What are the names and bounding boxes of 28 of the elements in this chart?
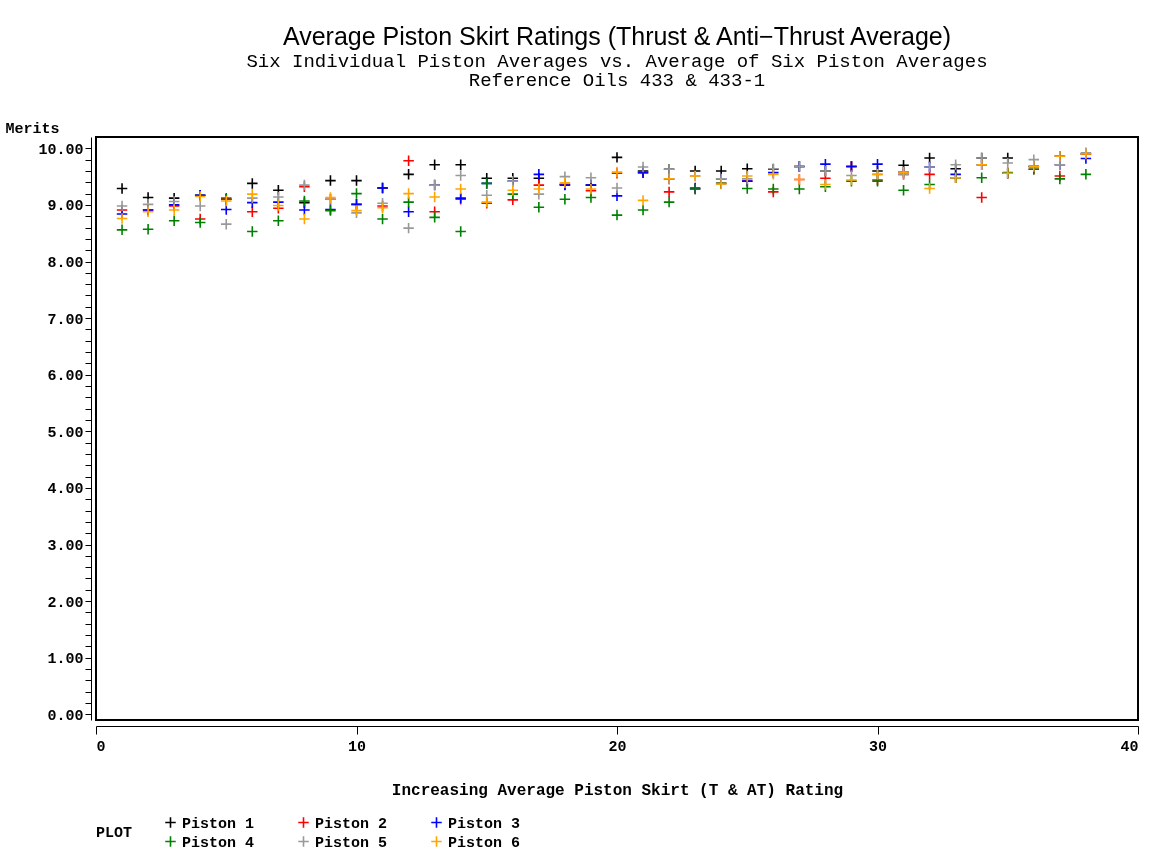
- x-tick-label: 40: [1120, 738, 1139, 756]
- legend-label: Piston 3: [448, 815, 521, 833]
- legend-title: PLOT: [96, 825, 133, 842]
- y-tick-label: 0.00: [47, 707, 84, 725]
- y-tick-label: 4.00: [47, 481, 84, 499]
- x-tick-label: 20: [608, 738, 627, 756]
- y-axis-title: Merits: [5, 120, 60, 138]
- y-tick-label: 3.00: [47, 538, 84, 556]
- legend-label: Piston 1: [182, 815, 255, 833]
- y-tick-label: 8.00: [47, 255, 84, 273]
- y-tick-label: 10.00: [38, 141, 84, 159]
- legend-label: Piston 6: [448, 834, 521, 852]
- y-tick-label: 6.00: [47, 368, 84, 386]
- chart-subtitle: Six Individual Piston Averages vs. Average of Six Piston Averages: [246, 51, 988, 73]
- chart-title: Average Piston Skirt Ratings (Thrust & Anti−Thrust Average): [282, 22, 952, 50]
- text: Reference Oils 433 & 433-1: [468, 70, 766, 92]
- x-tick-label: 0: [96, 738, 106, 756]
- y-tick-label: 1.00: [47, 651, 84, 669]
- y-tick-label: 5.00: [47, 424, 84, 442]
- x-axis-title: Increasing Average Piston Skirt (T & AT) Rating: [391, 781, 844, 800]
- legend-label: Piston 5: [315, 834, 388, 852]
- x-tick-label: 10: [347, 738, 367, 756]
- legend-label: Piston 2: [315, 815, 388, 833]
- legend-label: Piston 4: [182, 834, 255, 852]
- y-tick-label: 2.00: [47, 594, 84, 612]
- y-tick-label: 9.00: [47, 198, 84, 216]
- y-tick-label: 7.00: [47, 311, 84, 329]
- x-tick-label: 30: [868, 738, 888, 756]
